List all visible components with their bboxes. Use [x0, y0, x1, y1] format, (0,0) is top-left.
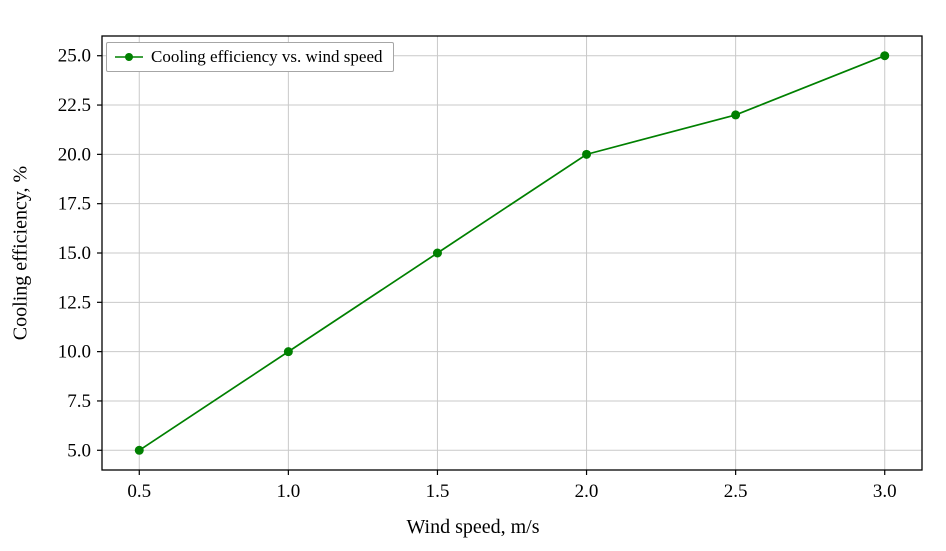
svg-text:12.5: 12.5 [58, 292, 91, 313]
x-tick-labels: 0.5 1.0 1.5 2.0 2.5 3.0 [127, 470, 897, 502]
legend-line-marker-icon [115, 53, 143, 61]
data-point-marker [731, 110, 741, 120]
legend: Cooling efficiency vs. wind speed [106, 42, 394, 72]
data-point-marker [134, 445, 144, 455]
svg-text:1.0: 1.0 [276, 481, 300, 502]
svg-text:10.0: 10.0 [58, 342, 91, 363]
svg-text:20.0: 20.0 [58, 144, 91, 165]
svg-text:15.0: 15.0 [58, 243, 91, 264]
svg-text:17.5: 17.5 [58, 194, 91, 215]
y-axis-label: Cooling efficiency, % [9, 165, 32, 341]
svg-text:1.5: 1.5 [426, 481, 450, 502]
svg-text:3.0: 3.0 [873, 481, 897, 502]
data-point-marker [582, 149, 592, 159]
svg-text:5.0: 5.0 [67, 440, 91, 461]
svg-text:0.5: 0.5 [127, 481, 151, 502]
series-line [138, 54, 886, 451]
svg-text:7.5: 7.5 [67, 391, 91, 412]
data-point-marker [283, 347, 293, 357]
grid-lines [102, 36, 922, 470]
svg-text:25.0: 25.0 [58, 46, 91, 67]
legend-label: Cooling efficiency vs. wind speed [151, 47, 383, 66]
data-point-marker [432, 248, 442, 258]
series-markers [134, 51, 890, 455]
y-tick-labels: 5.0 7.5 10.0 12.5 15.0 17.5 20.0 22.5 25.0 [58, 46, 102, 461]
svg-text:2.0: 2.0 [575, 481, 599, 502]
x-axis-label: Wind speed, m/s [406, 516, 540, 538]
svg-text:2.5: 2.5 [724, 481, 748, 502]
data-point-marker [880, 51, 890, 61]
svg-text:22.5: 22.5 [58, 95, 91, 116]
